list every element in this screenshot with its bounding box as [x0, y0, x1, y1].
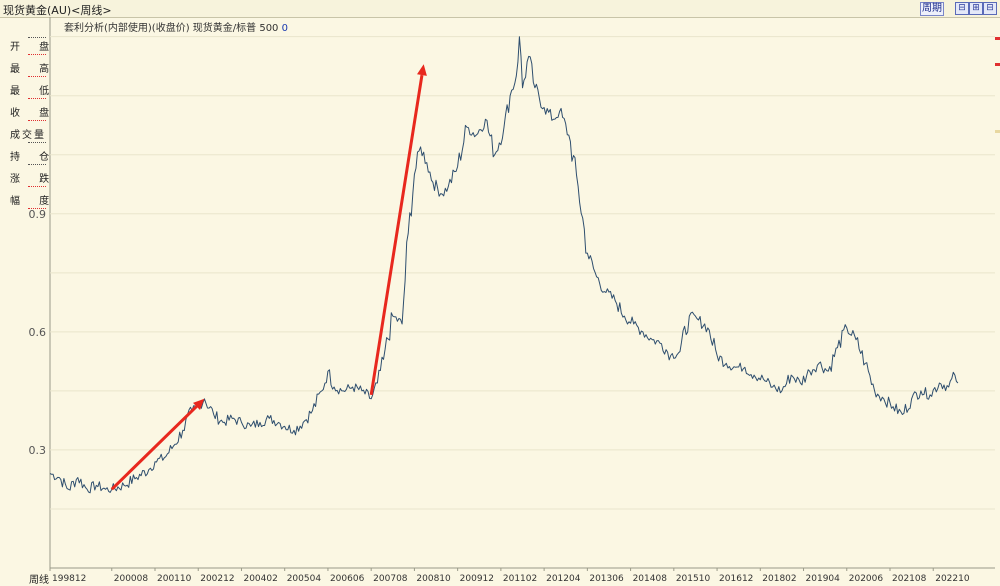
x-tick-label: 200110 [157, 574, 192, 584]
indicator-value: 0 [281, 23, 288, 34]
x-tick-label: 199812 [52, 574, 86, 584]
quote-label: 收 盘 [10, 108, 58, 119]
period-button[interactable]: 周期 [920, 2, 944, 16]
x-tick-label: 200008 [114, 574, 149, 584]
trend-arrow-head [193, 398, 205, 410]
quote-row-volume: 成交量 [2, 122, 48, 144]
x-tick-label: 201802 [762, 574, 796, 584]
quote-label: 涨 跌 [10, 174, 58, 185]
restore-icon[interactable]: ⊞ [969, 2, 983, 15]
indicator-label: 套利分析(内部使用)(收盘价) 现货黄金/标普 500 [64, 23, 279, 34]
x-tick-label: 202210 [935, 574, 970, 584]
x-tick-label: 202108 [892, 574, 927, 584]
trend-arrow-shaft [110, 405, 198, 491]
quote-label: 最 低 [10, 86, 58, 97]
minimize-icon[interactable]: ⊟ [955, 2, 969, 15]
quote-row-low: 最 低 [2, 78, 49, 100]
quote-row-openinterest: 持 仓 [2, 144, 49, 166]
quote-label: 最 高 [10, 64, 58, 75]
y-tick-label: 0.9 [29, 208, 47, 221]
quote-label: 成交量 [10, 130, 46, 141]
y-tick-label: 0.6 [29, 326, 47, 339]
trend-arrow-head [417, 64, 427, 76]
window-titlebar: 现货黄金(AU)<周线> 周期 ⊟ ⊞ ⊟ [0, 0, 1000, 18]
tile-icon[interactable]: ⊟ [983, 2, 997, 15]
quote-row-close: 收 盘 [2, 100, 49, 122]
quote-panel: 开 盘 最 高 最 低 收 盘 成交量 持 仓 涨 跌 幅 度 [2, 34, 49, 210]
x-tick-label: 200810 [416, 574, 451, 584]
indicator-header: 套利分析(内部使用)(收盘价) 现货黄金/标普 500 0 [64, 19, 288, 34]
quote-row-high: 最 高 [2, 56, 49, 78]
quote-row-change: 涨 跌 [2, 166, 49, 188]
x-tick-label: 200504 [287, 574, 322, 584]
x-tick-label: 200606 [330, 574, 365, 584]
x-tick-label: 201904 [806, 574, 841, 584]
x-tick-label: 200212 [200, 574, 234, 584]
quote-label: 开 盘 [10, 42, 58, 53]
y-tick-label: 0.3 [29, 444, 47, 457]
x-tick-label: 200402 [243, 574, 277, 584]
x-tick-label: 200912 [460, 574, 494, 584]
quote-row-pct: 幅 度 [2, 188, 49, 210]
window-title: 现货黄金(AU)<周线> [3, 4, 112, 17]
quote-row-open: 开 盘 [2, 34, 49, 56]
x-tick-label: 201306 [589, 574, 624, 584]
series-line [49, 36, 959, 494]
x-tick-label: 201204 [546, 574, 581, 584]
quote-label: 幅 度 [10, 196, 58, 207]
left-panel-divider [28, 37, 46, 38]
x-tick-label: 200708 [373, 574, 408, 584]
x-tick-label: 202006 [849, 574, 884, 584]
x-tick-label: 201102 [503, 574, 537, 584]
x-tick-label: 201408 [633, 574, 668, 584]
x-tick-label: 201612 [719, 574, 753, 584]
trend-arrow-shaft [369, 74, 424, 396]
x-axis-label: 周线 [29, 575, 49, 586]
x-tick-label: 201510 [676, 574, 711, 584]
quote-label: 持 仓 [10, 152, 58, 163]
